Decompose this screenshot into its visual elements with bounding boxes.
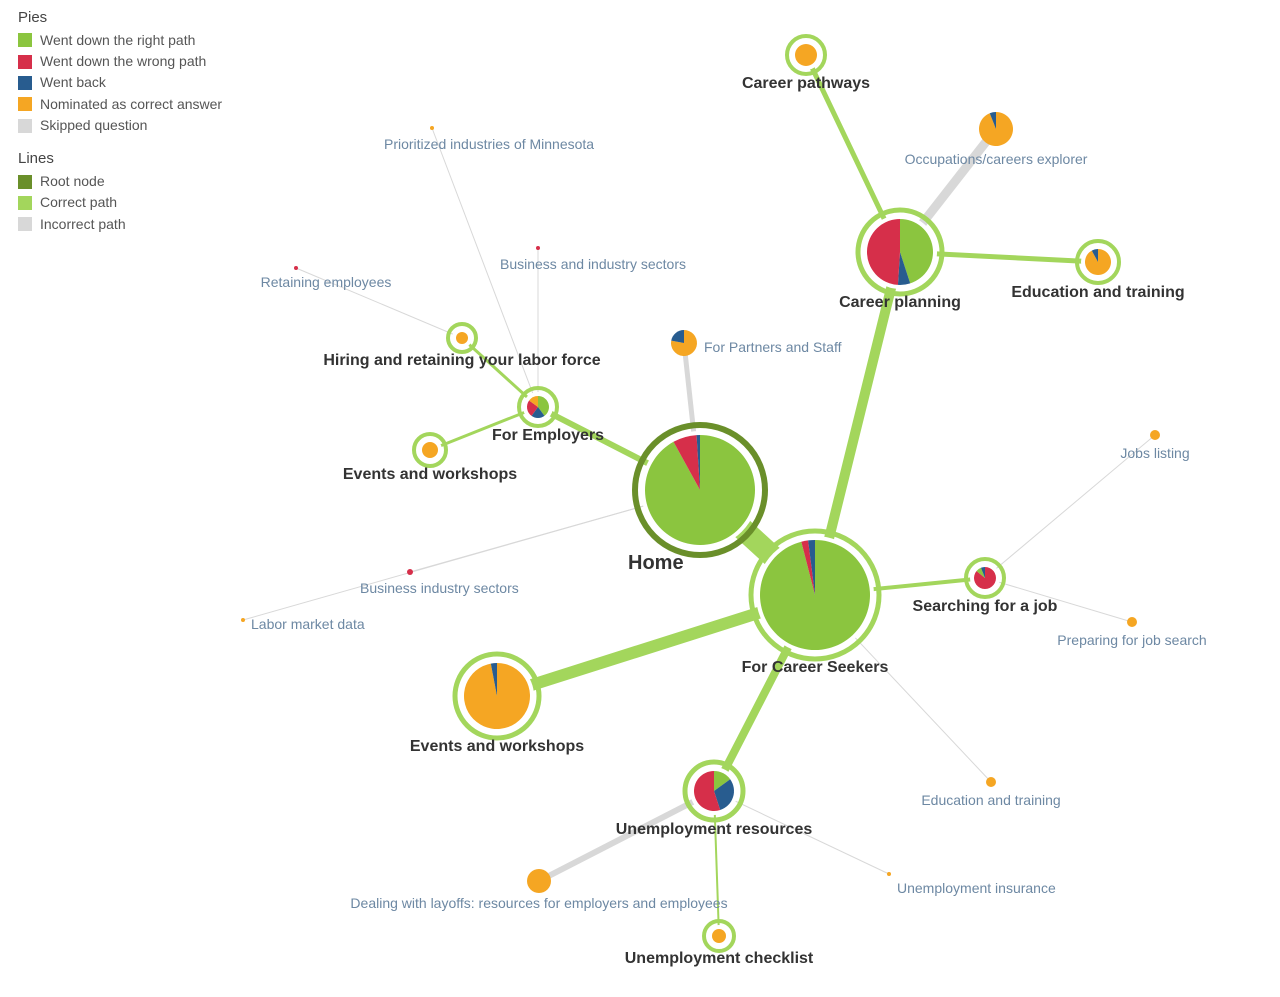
node-career_planning[interactable] — [858, 210, 942, 294]
node-unemployment_checklist[interactable] — [704, 921, 734, 951]
node-preparing_job_search[interactable] — [1127, 617, 1137, 627]
node-labor_market_data[interactable] — [241, 618, 245, 622]
node-jobs_listing[interactable] — [1150, 430, 1160, 440]
node-hiring_retaining[interactable] — [448, 324, 476, 352]
node-unemployment_resources[interactable] — [685, 762, 743, 820]
node-home[interactable] — [635, 425, 765, 555]
node-edu_training2[interactable] — [986, 777, 996, 787]
node-career_pathways[interactable] — [787, 36, 825, 74]
node-searching_job[interactable] — [966, 559, 1004, 597]
edge — [243, 490, 700, 620]
edge — [985, 435, 1155, 578]
edge — [985, 578, 1132, 622]
node-for_employers[interactable] — [519, 388, 557, 426]
node-prioritized_industries[interactable] — [430, 126, 434, 130]
node-career_seekers[interactable] — [751, 531, 879, 659]
node-retaining_employees[interactable] — [294, 266, 298, 270]
node-occupations_explorer[interactable] — [979, 112, 1013, 146]
node-dealing_layoffs[interactable] — [527, 869, 551, 893]
edge — [432, 128, 538, 407]
node-partners_staff[interactable] — [671, 330, 697, 356]
node-edu_training[interactable] — [1077, 241, 1119, 283]
node-events_workshops2[interactable] — [455, 654, 539, 738]
node-biz_industry_sectors2[interactable] — [407, 569, 413, 575]
node-biz_industry_sectors1[interactable] — [536, 246, 540, 250]
node-unemployment_insurance[interactable] — [887, 872, 891, 876]
network-graph — [0, 0, 1280, 997]
edge — [296, 268, 462, 338]
node-events_workshops1[interactable] — [414, 434, 446, 466]
